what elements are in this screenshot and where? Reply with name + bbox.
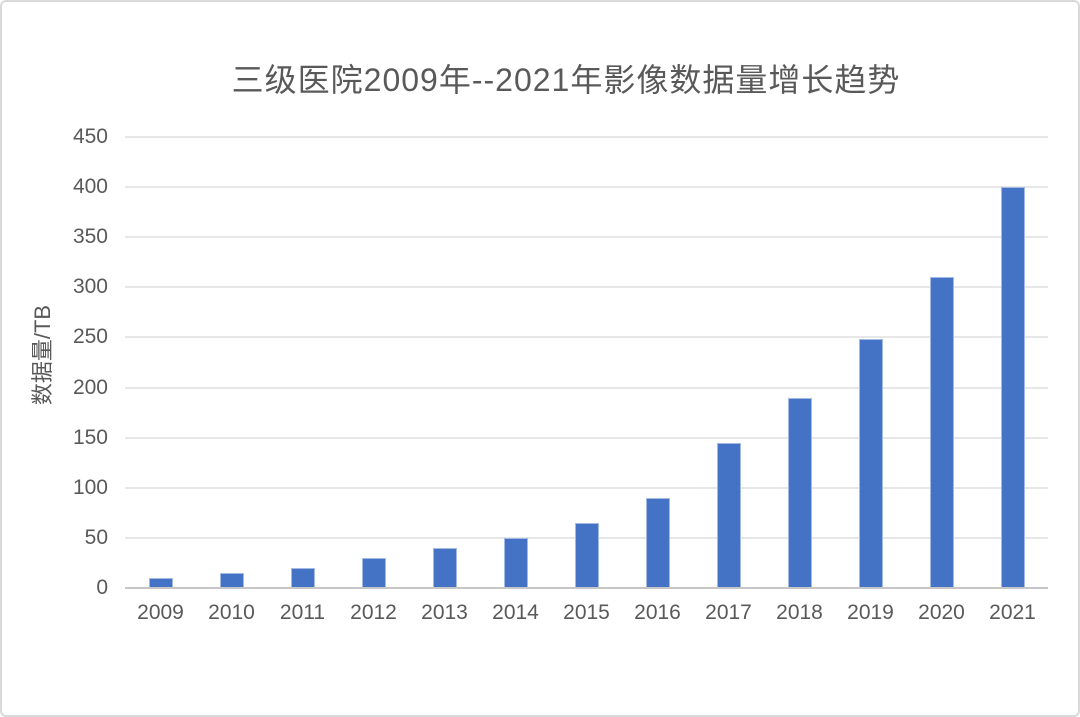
y-tick-label: 400 [72,175,108,199]
bar-2017 [716,442,741,588]
y-tick-label: 0 [96,576,108,599]
x-axis-line [125,587,1048,589]
gridline [125,436,1048,439]
bar-2013 [432,547,457,588]
bar-2012 [361,557,386,588]
plot-area [125,136,1048,589]
y-tick-label: 250 [72,325,108,349]
x-tick-label: 2018 [776,601,823,624]
bar-2018 [787,397,812,588]
gridline [125,286,1048,289]
bar-2009 [148,577,173,588]
gridline [125,186,1048,189]
gridline [125,136,1048,138]
x-tick-label: 2016 [634,601,681,624]
bar-2014 [503,537,528,588]
bar-2011 [290,567,315,588]
x-tick-label: 2019 [847,601,894,624]
chart-title: 三级医院2009年--2021年影像数据量增长趋势 [231,62,901,98]
bar-2016 [645,497,670,588]
gridline [125,486,1048,489]
x-tick-label: 2021 [989,601,1036,624]
y-axis-ticks: 0 50 100 150 200 250 300 350 400 450 [2,2,108,717]
bar-2019 [858,339,883,588]
gridline [125,336,1048,339]
gridline [125,386,1048,389]
bar-2021 [1000,187,1025,588]
x-tick-label: 2017 [705,601,752,624]
bar-2015 [574,522,599,588]
x-tick-label: 2020 [918,601,965,624]
y-tick-label: 300 [72,275,108,299]
bar-2020 [929,277,954,588]
y-tick-label: 50 [84,525,108,549]
x-tick-label: 2010 [208,601,255,624]
x-tick-label: 2012 [350,601,397,624]
x-tick-label: 2013 [421,601,468,624]
x-tick-label: 2014 [492,601,539,624]
x-tick-label: 2011 [279,601,326,624]
gridline [125,236,1048,239]
y-tick-label: 350 [72,225,108,249]
y-tick-label: 100 [72,475,108,499]
x-tick-label: 2015 [563,601,610,624]
y-tick-label: 450 [72,125,108,148]
y-tick-label: 150 [72,425,108,449]
bar-2010 [219,572,244,588]
y-tick-label: 200 [72,375,108,399]
x-tick-label: 2009 [137,601,184,624]
